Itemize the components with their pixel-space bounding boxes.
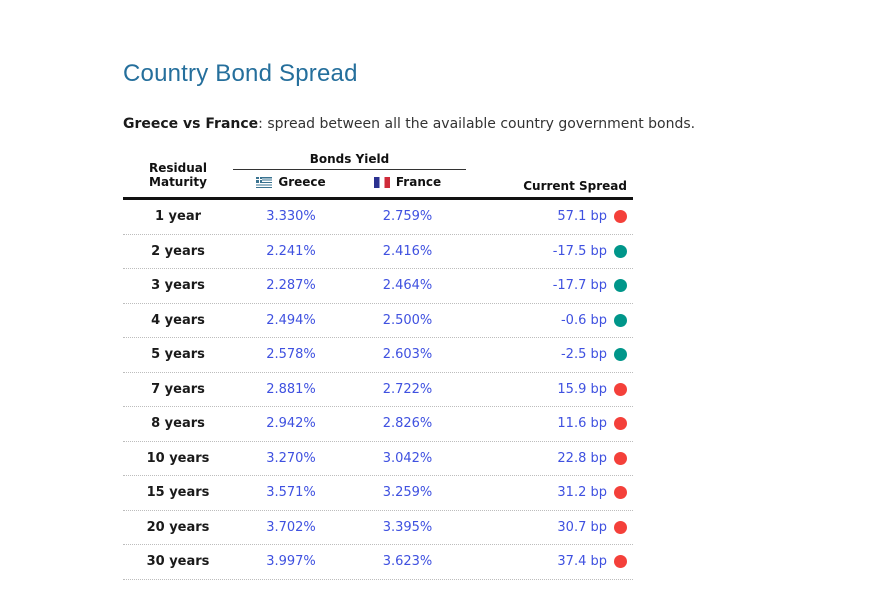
greece-yield-value[interactable]: 3.997% <box>266 554 316 570</box>
france-flag-icon <box>373 176 390 188</box>
bond-spread-table: Residual Maturity Bonds Yield Greece Fra… <box>123 152 633 580</box>
red-dot-icon <box>614 210 627 224</box>
maturity-cell: 4 years <box>151 312 205 328</box>
maturity-cell: 8 years <box>151 416 205 432</box>
maturity-cell: 15 years <box>146 485 210 501</box>
table-row: 5 years 2.578% 2.603% -2.5 bp <box>123 338 633 373</box>
france-yield-value[interactable]: 2.603% <box>382 347 433 363</box>
table-row: 8 years 2.942% 2.826% 11.6 bp <box>123 407 633 442</box>
red-dot-icon <box>614 382 627 396</box>
france-label: France <box>395 175 442 189</box>
france-yield-value[interactable]: 2.759% <box>382 209 433 225</box>
spread-cell[interactable]: 15.9 bp <box>466 382 633 397</box>
spread-cell[interactable]: 22.8 bp <box>466 451 633 466</box>
column-header-greece: Greece <box>233 175 349 189</box>
maturity-cell: 1 year <box>154 209 202 225</box>
greece-yield-value[interactable]: 3.702% <box>266 519 316 535</box>
spread-cell[interactable]: 37.4 bp <box>466 554 633 569</box>
maturity-cell: 5 years <box>151 347 205 363</box>
teal-dot-icon <box>614 244 627 258</box>
greece-yield-value[interactable]: 3.330% <box>266 209 316 225</box>
greece-yield-value[interactable]: 2.494% <box>266 312 316 328</box>
spread-value: 15.9 bp <box>557 381 607 397</box>
maturity-cell: 3 years <box>151 278 205 294</box>
france-yield-value[interactable]: 2.416% <box>382 243 433 259</box>
table-row: 30 years 3.997% 3.623% 37.4 bp <box>123 545 633 580</box>
spread-cell[interactable]: -17.7 bp <box>466 278 633 293</box>
greece-yield-value[interactable]: 2.287% <box>266 278 316 294</box>
page-description-text: : spread between all the available count… <box>258 116 696 132</box>
red-dot-icon <box>614 451 627 465</box>
spread-cell[interactable]: 11.6 bp <box>466 416 633 431</box>
bonds-yield-label: Bonds Yield <box>233 152 466 170</box>
bonds-yield-group-header: Bonds Yield Greece France <box>233 152 466 189</box>
table-row: 10 years 3.270% 3.042% 22.8 bp <box>123 442 633 476</box>
teal-dot-icon <box>614 279 627 293</box>
france-yield-value[interactable]: 2.500% <box>382 312 433 328</box>
greece-yield-value[interactable]: 3.571% <box>266 485 316 501</box>
column-header-residual-maturity: Residual Maturity <box>123 161 233 189</box>
red-dot-icon <box>614 520 627 534</box>
france-yield-value[interactable]: 2.826% <box>382 416 433 432</box>
spread-value: 22.8 bp <box>557 450 607 466</box>
teal-dot-icon <box>614 313 627 327</box>
maturity-cell: 20 years <box>146 519 210 535</box>
greece-label: Greece <box>278 175 326 189</box>
spread-cell[interactable]: 31.2 bp <box>466 485 633 500</box>
table-row: 20 years 3.702% 3.395% 30.7 bp <box>123 511 633 545</box>
greece-yield-value[interactable]: 2.881% <box>266 381 316 397</box>
spread-cell[interactable]: -17.5 bp <box>466 244 633 259</box>
table-body: 1 year 3.330% 2.759% 57.1 bp 2 years 2.2… <box>123 200 633 580</box>
greece-yield-value[interactable]: 2.942% <box>266 416 316 432</box>
table-row: 3 years 2.287% 2.464% -17.7 bp <box>123 269 633 304</box>
residual-label-line2: Maturity <box>149 175 207 189</box>
maturity-cell: 7 years <box>151 381 205 397</box>
maturity-cell: 10 years <box>146 450 210 466</box>
france-yield-value[interactable]: 3.042% <box>382 450 433 466</box>
table-header: Residual Maturity Bonds Yield Greece Fra… <box>123 152 633 200</box>
spread-cell[interactable]: 57.1 bp <box>466 209 633 224</box>
greece-yield-value[interactable]: 2.241% <box>266 243 316 259</box>
page-description: Greece vs France: spread between all the… <box>123 116 695 132</box>
table-row: 2 years 2.241% 2.416% -17.5 bp <box>123 235 633 269</box>
red-dot-icon <box>614 555 627 569</box>
france-yield-value[interactable]: 2.722% <box>382 381 433 397</box>
france-yield-value[interactable]: 2.464% <box>382 278 433 294</box>
residual-label-line1: Residual <box>149 161 207 175</box>
spread-value: -17.5 bp <box>552 243 607 259</box>
country-headers: Greece France <box>233 175 466 189</box>
maturity-cell: 30 years <box>146 554 210 570</box>
greece-flag-icon <box>256 176 273 188</box>
greece-yield-value[interactable]: 2.578% <box>266 347 316 363</box>
table-row: 7 years 2.881% 2.722% 15.9 bp <box>123 373 633 407</box>
spread-value: -2.5 bp <box>560 347 607 363</box>
teal-dot-icon <box>614 348 627 362</box>
spread-value: 30.7 bp <box>557 519 607 535</box>
spread-cell[interactable]: -0.6 bp <box>466 313 633 328</box>
spread-value: 31.2 bp <box>557 485 607 501</box>
page-title: Country Bond Spread <box>123 60 358 88</box>
greece-yield-value[interactable]: 3.270% <box>266 450 316 466</box>
table-row: 1 year 3.330% 2.759% 57.1 bp <box>123 200 633 235</box>
spread-value: -0.6 bp <box>560 312 607 328</box>
spread-value: -17.7 bp <box>552 278 607 294</box>
table-row: 15 years 3.571% 3.259% 31.2 bp <box>123 476 633 511</box>
column-header-current-spread: Current Spread <box>523 179 627 193</box>
france-yield-value[interactable]: 3.623% <box>382 554 433 570</box>
red-dot-icon <box>614 417 627 431</box>
column-header-france: France <box>349 175 466 189</box>
country-pair-label: Greece vs France <box>123 116 259 132</box>
spread-value: 11.6 bp <box>557 416 607 432</box>
spread-cell[interactable]: -2.5 bp <box>466 347 633 362</box>
france-yield-value[interactable]: 3.395% <box>382 519 433 535</box>
red-dot-icon <box>614 486 627 500</box>
maturity-cell: 2 years <box>151 243 205 259</box>
spread-cell[interactable]: 30.7 bp <box>466 520 633 535</box>
spread-value: 37.4 bp <box>557 554 607 570</box>
france-yield-value[interactable]: 3.259% <box>382 485 433 501</box>
table-row: 4 years 2.494% 2.500% -0.6 bp <box>123 304 633 338</box>
spread-value: 57.1 bp <box>557 209 607 225</box>
